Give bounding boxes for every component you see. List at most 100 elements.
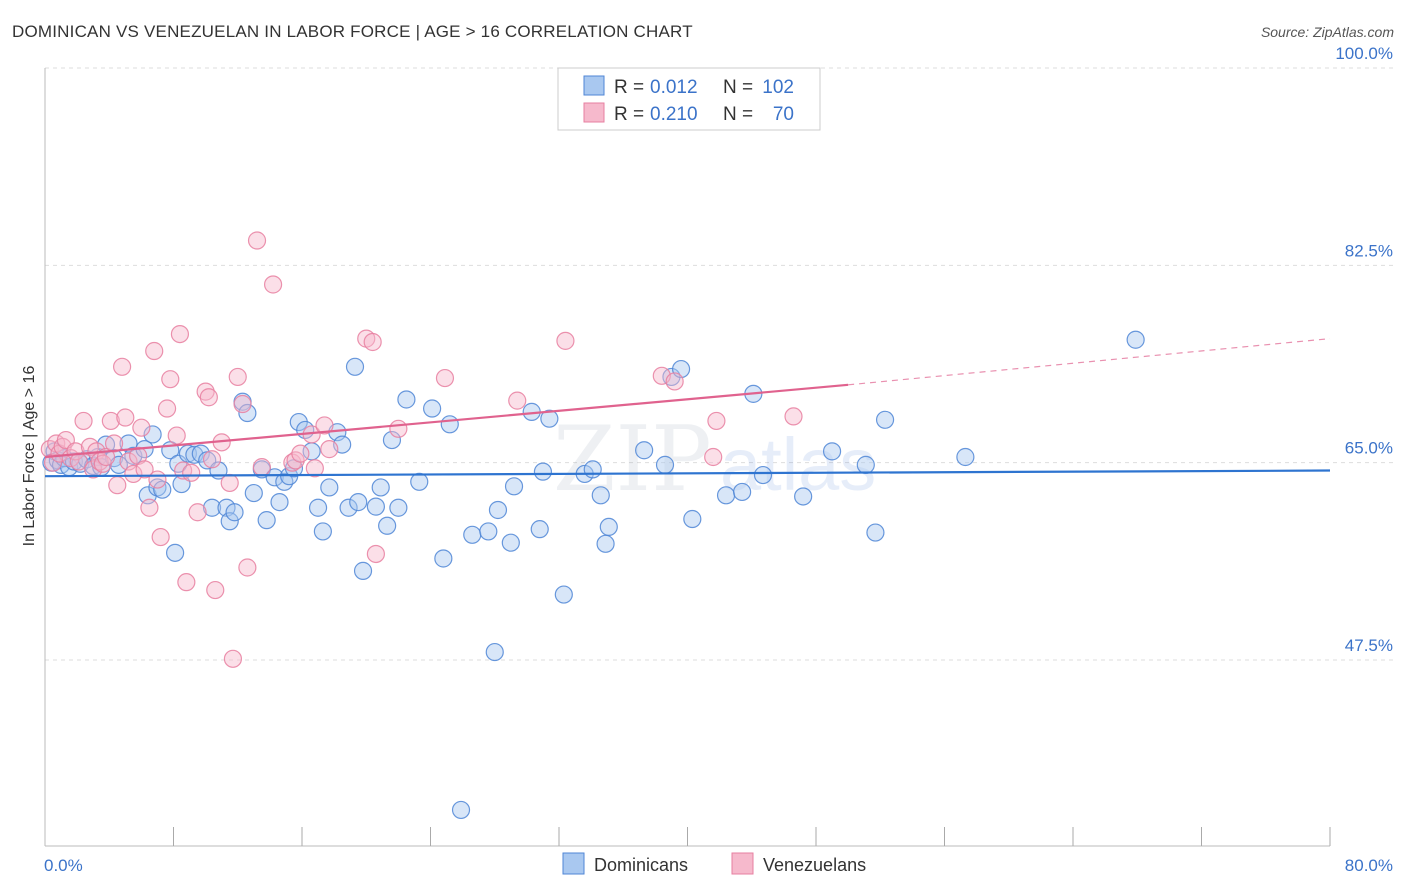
point-venezuelans bbox=[182, 463, 201, 482]
point-dominicans bbox=[733, 482, 752, 502]
point-dominicans bbox=[238, 403, 257, 423]
x-tick-label-min: 0.0% bbox=[44, 856, 83, 875]
point-dominicans bbox=[124, 446, 143, 465]
point-dominicans bbox=[202, 498, 222, 517]
point-dominicans bbox=[1126, 330, 1145, 349]
point-dominicans bbox=[554, 585, 573, 604]
point-dominicans bbox=[257, 511, 276, 530]
point-venezuelans bbox=[157, 399, 177, 418]
point-venezuelans bbox=[263, 275, 283, 294]
point-venezuelans bbox=[43, 453, 63, 472]
point-dominicans bbox=[397, 390, 416, 409]
point-dominicans bbox=[635, 441, 654, 460]
legend-swatch-venezuelans bbox=[731, 852, 754, 875]
point-dominicans bbox=[166, 543, 185, 562]
point-venezuelans bbox=[435, 368, 455, 388]
point-venezuelans bbox=[188, 503, 207, 522]
trend-lines bbox=[44, 338, 1331, 478]
y-tick-label: 65.0% bbox=[1345, 439, 1393, 458]
point-dominicans bbox=[371, 478, 390, 497]
point-venezuelans bbox=[167, 426, 186, 445]
point-venezuelans bbox=[196, 382, 215, 401]
point-venezuelans bbox=[291, 444, 310, 463]
point-venezuelans bbox=[148, 470, 167, 489]
stats-legend-r-label-venezuelans: R = bbox=[614, 104, 644, 125]
point-venezuelans bbox=[220, 473, 239, 493]
point-dominicans bbox=[596, 534, 615, 553]
point-dominicans bbox=[434, 549, 453, 568]
point-venezuelans bbox=[556, 331, 575, 350]
point-dominicans bbox=[451, 800, 471, 820]
point-venezuelans bbox=[135, 460, 154, 479]
point-venezuelans bbox=[112, 357, 132, 376]
point-dominicans bbox=[148, 478, 167, 497]
point-dominicans bbox=[822, 442, 842, 461]
point-dominicans bbox=[463, 525, 482, 544]
stats-legend-n-label-dominicans: N = bbox=[723, 77, 753, 98]
point-dominicans bbox=[655, 455, 675, 474]
point-venezuelans bbox=[228, 367, 247, 387]
point-dominicans bbox=[753, 465, 773, 485]
point-venezuelans bbox=[116, 408, 135, 427]
point-venezuelans bbox=[704, 447, 723, 467]
trend-line-venezuelans bbox=[44, 383, 849, 459]
point-venezuelans bbox=[108, 476, 127, 495]
point-dominicans bbox=[583, 460, 602, 479]
point-venezuelans bbox=[247, 231, 267, 250]
point-venezuelans bbox=[124, 464, 143, 484]
point-venezuelans bbox=[305, 459, 324, 478]
series-dominicans bbox=[42, 330, 1145, 820]
point-venezuelans bbox=[161, 370, 180, 389]
point-venezuelans bbox=[320, 440, 339, 459]
x-ticks bbox=[173, 827, 1331, 846]
point-dominicans bbox=[485, 642, 504, 662]
point-venezuelans bbox=[389, 419, 408, 438]
stats-legend-r-label-dominicans: R = bbox=[614, 77, 644, 98]
point-dominicans bbox=[599, 517, 618, 537]
stats-legend-r-value-venezuelans: 0.210 bbox=[650, 104, 698, 125]
point-dominicans bbox=[530, 520, 549, 539]
stats-legend-swatch-dominicans bbox=[583, 75, 605, 96]
point-dominicans bbox=[591, 486, 610, 505]
point-dominicans bbox=[794, 487, 813, 506]
point-dominicans bbox=[410, 472, 429, 491]
point-venezuelans bbox=[140, 498, 159, 517]
watermark-atlas: atlas bbox=[720, 423, 876, 506]
point-dominicans bbox=[366, 497, 385, 516]
point-dominicans bbox=[488, 500, 508, 520]
point-venezuelans bbox=[315, 416, 334, 435]
point-dominicans bbox=[313, 522, 332, 541]
point-dominicans bbox=[270, 493, 289, 512]
watermark-zip: ZIP bbox=[553, 407, 712, 512]
point-dominicans bbox=[866, 523, 885, 542]
y-tick-label: 47.5% bbox=[1345, 636, 1393, 655]
point-venezuelans bbox=[145, 341, 164, 361]
point-dominicans bbox=[191, 444, 210, 463]
legend-swatch-dominicans bbox=[562, 852, 585, 875]
point-dominicans bbox=[504, 477, 524, 496]
point-dominicans bbox=[423, 399, 442, 418]
point-venezuelans bbox=[202, 450, 222, 469]
point-venezuelans bbox=[104, 434, 124, 453]
point-venezuelans bbox=[238, 558, 257, 577]
point-venezuelans bbox=[252, 458, 271, 477]
point-dominicans bbox=[440, 415, 459, 434]
point-venezuelans bbox=[233, 394, 252, 414]
legend-label-dominicans: Dominicans bbox=[594, 855, 688, 875]
point-venezuelans bbox=[177, 573, 196, 592]
point-dominicans bbox=[540, 409, 559, 428]
point-dominicans bbox=[265, 468, 284, 487]
y-axis-label: In Labor Force | Age > 16 bbox=[21, 366, 38, 547]
point-venezuelans bbox=[508, 391, 527, 410]
trend-line-dominicans bbox=[44, 469, 1331, 478]
point-venezuelans bbox=[74, 411, 93, 431]
legend-label-venezuelans: Venezuelans bbox=[763, 855, 866, 875]
point-dominicans bbox=[244, 483, 263, 503]
point-venezuelans bbox=[132, 418, 151, 437]
point-dominicans bbox=[143, 425, 162, 444]
x-tick-label-max: 80.0% bbox=[1345, 856, 1393, 875]
point-dominicans bbox=[856, 455, 875, 474]
chart-source: Source: ZipAtlas.com bbox=[1260, 24, 1394, 40]
point-venezuelans bbox=[363, 332, 382, 352]
